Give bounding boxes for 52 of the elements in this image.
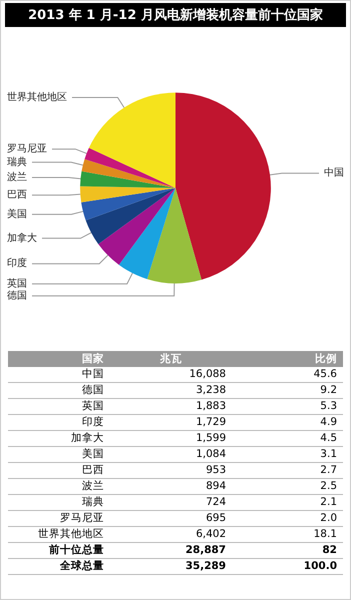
data-label: 4.5 [232,430,343,446]
data-label: 1,883 [110,398,232,414]
slice-label: 印度 [7,257,27,270]
category-label: 瑞典 [8,494,110,510]
slice-label: 瑞典 [7,156,27,168]
text: 100.0 [232,558,343,574]
data-label: 2.7 [232,462,343,478]
data-label: 695 [110,510,232,526]
slice-label: 德国 [7,290,27,302]
data-label: 2.0 [232,510,343,526]
slice-label: 中国 [324,166,344,179]
slice-label: 罗马尼亚 [7,144,47,155]
category-label: 罗马尼亚 [8,510,110,526]
category-label: 印度 [8,414,110,430]
slice-label: 世界其他地区 [7,91,67,103]
data-label: 3,238 [110,382,232,398]
data-label: 2.1 [232,494,343,510]
table-header: 国家 兆瓦 比例 [8,351,343,367]
data-label: 1,599 [110,430,232,446]
data-label: 16,088 [110,367,232,382]
data-label: 1,729 [110,414,232,430]
data-label: 894 [110,478,232,494]
data-label: 9.2 [232,382,343,398]
category-label: 中国 [8,367,110,382]
data-label: 6,402 [110,526,232,542]
data-label: 4.9 [232,414,343,430]
slice-label: 英国 [7,277,27,290]
category-label: 世界其他地区 [8,526,110,542]
chart-title: 2013 年 1 月-12 月风电新增装机容量前十位国家 [5,3,346,27]
slice-label: 美国 [7,208,27,220]
category-label: 巴西 [8,462,110,478]
data-label: 3.1 [232,446,343,462]
data-label: 45.6 [232,367,343,382]
category-label: 美国 [8,446,110,462]
category-label: 德国 [8,382,110,398]
text: 82 [232,542,343,558]
data-label: 18.1 [232,526,343,542]
slice-label: 巴西 [7,190,27,201]
category-label: 英国 [8,398,110,414]
text: 全球总量 [8,558,110,574]
data-label: 5.3 [232,398,343,414]
category-label: 波兰 [8,478,110,494]
text: 前十位总量 [8,542,110,558]
text: 35,289 [110,558,232,574]
data-label: 724 [110,494,232,510]
slice-label: 加拿大 [7,232,37,244]
category-label: 加拿大 [8,430,110,446]
text: 28,887 [110,542,232,558]
data-label: 1,084 [110,446,232,462]
data-label: 953 [110,462,232,478]
slice-label: 波兰 [7,171,27,184]
data-label: 2.5 [232,478,343,494]
